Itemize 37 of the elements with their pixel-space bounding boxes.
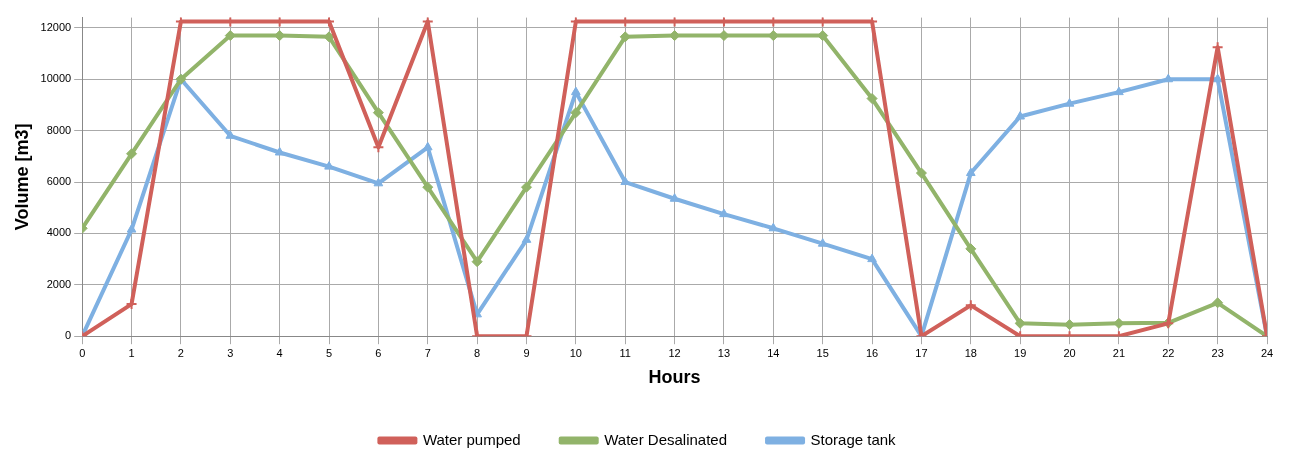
x-tick-label: 12 bbox=[668, 346, 681, 359]
x-tick-label: 9 bbox=[523, 346, 530, 359]
x-tick-label: 8 bbox=[474, 346, 481, 359]
x-tick-label: 3 bbox=[227, 346, 234, 359]
x-axis-title: Hours bbox=[648, 367, 701, 388]
y-tick-label: 2000 bbox=[46, 277, 72, 290]
x-tick-label: 17 bbox=[915, 346, 928, 359]
y-tick-label: 6000 bbox=[46, 175, 72, 188]
x-tick-label: 7 bbox=[424, 346, 431, 359]
x-tick-label: 23 bbox=[1211, 346, 1224, 359]
y-tick-label: 10000 bbox=[40, 72, 72, 85]
x-tick-label: 18 bbox=[964, 346, 977, 359]
x-tick-label: 22 bbox=[1162, 346, 1175, 359]
x-tick-label: 6 bbox=[375, 346, 382, 359]
x-tick-label: 10 bbox=[569, 346, 582, 359]
x-tick-label: 1 bbox=[128, 346, 135, 359]
legend-label: Water pumped bbox=[422, 430, 521, 448]
y-tick-label: 4000 bbox=[46, 226, 72, 239]
y-tick-label: 12000 bbox=[40, 20, 72, 33]
x-tick-label: 11 bbox=[619, 346, 631, 359]
x-tick-label: 16 bbox=[865, 346, 879, 359]
y-axis-title: Volume [m3] bbox=[11, 123, 32, 231]
x-tick-label: 15 bbox=[816, 346, 829, 359]
x-tick-label: 24 bbox=[1260, 346, 1274, 359]
x-tick-label: 4 bbox=[276, 346, 283, 359]
x-tick-label: 20 bbox=[1063, 346, 1076, 359]
x-tick-label: 5 bbox=[325, 346, 333, 359]
legend-label: Storage tank bbox=[810, 430, 897, 448]
legend-label: Water Desalinated bbox=[604, 430, 728, 448]
x-tick-label: 0 bbox=[79, 346, 86, 359]
x-tick-label: 21 bbox=[1112, 346, 1126, 359]
x-tick-label: 19 bbox=[1014, 346, 1027, 359]
x-tick-label: 14 bbox=[767, 346, 780, 359]
x-tick-label: 13 bbox=[717, 346, 731, 359]
x-tick-label: 2 bbox=[177, 346, 184, 359]
y-tick-label: 8000 bbox=[46, 123, 72, 136]
y-tick-label: 0 bbox=[65, 329, 72, 342]
